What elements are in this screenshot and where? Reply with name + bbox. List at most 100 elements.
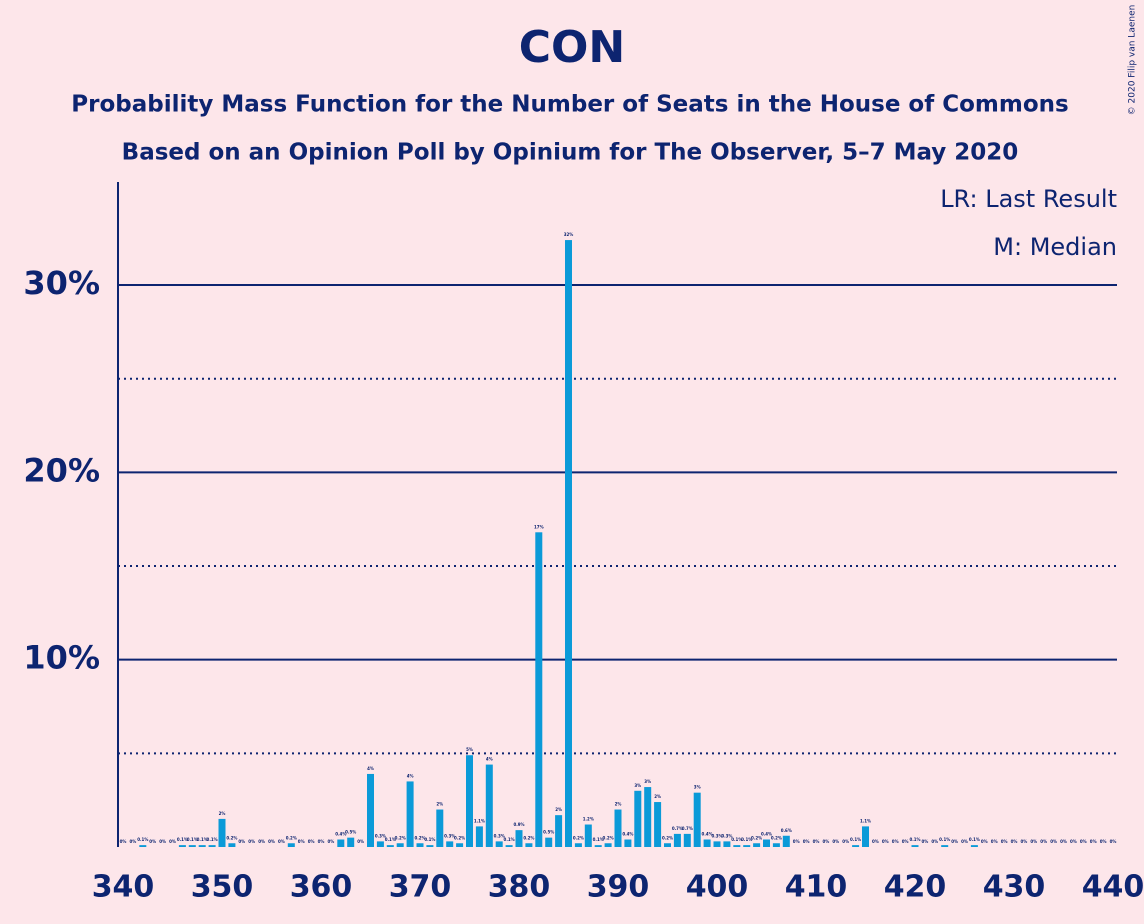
value-label: 0.1%	[177, 837, 188, 842]
bar	[475, 826, 483, 847]
value-label: 3%	[644, 779, 651, 784]
bar	[495, 841, 503, 847]
value-label: 0%	[278, 839, 285, 844]
bar	[604, 843, 612, 847]
bar	[198, 845, 206, 847]
bar	[782, 835, 790, 847]
bar	[970, 845, 978, 847]
bar	[436, 809, 444, 847]
value-label: 0%	[1021, 839, 1028, 844]
chart-title: CON	[519, 22, 626, 73]
value-label: 0.2%	[771, 835, 782, 840]
value-label: 17%	[534, 524, 544, 529]
value-label: 0%	[922, 839, 929, 844]
value-label: 4%	[407, 773, 414, 778]
value-label: 2%	[654, 794, 661, 799]
bar	[337, 839, 345, 847]
x-tick-label: 420	[884, 870, 947, 905]
value-label: 0%	[872, 839, 879, 844]
value-label: 0.7%	[682, 826, 693, 831]
bar	[367, 773, 374, 847]
value-label: 0%	[981, 839, 988, 844]
value-label: 0%	[1080, 839, 1087, 844]
bar	[743, 845, 751, 847]
value-label: 0.3%	[444, 833, 455, 838]
value-label: 0%	[120, 839, 127, 844]
value-label: 0.1%	[741, 837, 752, 842]
x-tick-label: 390	[587, 870, 650, 905]
value-label: 0.6%	[781, 828, 792, 833]
value-label: 0.3%	[375, 833, 386, 838]
value-label: 0%	[1060, 839, 1067, 844]
value-label: 0%	[1050, 839, 1057, 844]
value-label: 0%	[1070, 839, 1077, 844]
value-label: 0%	[298, 839, 305, 844]
bar	[614, 809, 622, 847]
value-label: 0.4%	[761, 832, 772, 837]
value-label: 0%	[1030, 839, 1037, 844]
value-label: 0%	[842, 839, 849, 844]
value-label: 2%	[615, 802, 622, 807]
bar	[584, 824, 592, 847]
x-tick-label: 350	[191, 870, 254, 905]
value-label: 4%	[486, 757, 493, 762]
value-label: 0.2%	[414, 835, 425, 840]
value-label: 0.3%	[494, 833, 505, 838]
value-label: 0.3%	[721, 833, 732, 838]
value-label: 0%	[169, 839, 176, 844]
bar	[673, 833, 681, 847]
bar	[713, 841, 721, 847]
value-label: 0%	[892, 839, 899, 844]
value-label: 0%	[1040, 839, 1047, 844]
y-tick-label: 10%	[23, 639, 100, 677]
bar	[376, 841, 384, 847]
value-label: 0%	[793, 839, 800, 844]
bar	[644, 787, 652, 847]
bar	[416, 843, 424, 847]
x-tick-label: 410	[785, 870, 848, 905]
value-label: 0%	[1110, 839, 1117, 844]
value-label: 0.1%	[850, 837, 861, 842]
bar	[485, 764, 493, 847]
value-label: 0.1%	[909, 837, 920, 842]
copyright: © 2020 Filip van Laenen	[1128, 5, 1138, 116]
x-tick-label: 340	[92, 870, 155, 905]
value-label: 0%	[882, 839, 889, 844]
value-label: 0.4%	[335, 832, 346, 837]
value-label: 0%	[238, 839, 245, 844]
bar	[753, 843, 761, 847]
value-label: 0.2%	[226, 835, 237, 840]
value-label: 0.7%	[672, 826, 683, 831]
bar	[228, 843, 236, 847]
value-label: 0%	[951, 839, 958, 844]
bar	[693, 792, 701, 847]
bar	[683, 833, 691, 847]
value-label: 0%	[357, 839, 364, 844]
bar	[456, 843, 464, 847]
bar	[594, 845, 602, 847]
value-label: 0.5%	[345, 830, 356, 835]
x-tick-label: 380	[488, 870, 551, 905]
value-label: 0%	[1100, 839, 1107, 844]
x-tick-label: 370	[389, 870, 452, 905]
bar	[574, 843, 582, 847]
value-label: 0%	[268, 839, 275, 844]
bar	[396, 843, 404, 847]
bar	[218, 818, 226, 847]
value-label: 0%	[823, 839, 830, 844]
bar	[466, 755, 473, 847]
value-label: 0.1%	[137, 837, 148, 842]
value-label: 0.1%	[731, 837, 742, 842]
bar	[347, 837, 355, 847]
bar	[723, 841, 731, 847]
bar	[208, 845, 216, 847]
value-label: 4%	[367, 766, 374, 771]
value-label: 3%	[694, 785, 701, 790]
value-label: 0.2%	[751, 835, 762, 840]
value-label: 5%	[466, 747, 473, 752]
bar	[634, 790, 642, 847]
bar	[862, 826, 869, 847]
bar	[406, 781, 414, 847]
value-label: 0.4%	[702, 832, 713, 837]
value-label: 0.1%	[385, 837, 396, 842]
